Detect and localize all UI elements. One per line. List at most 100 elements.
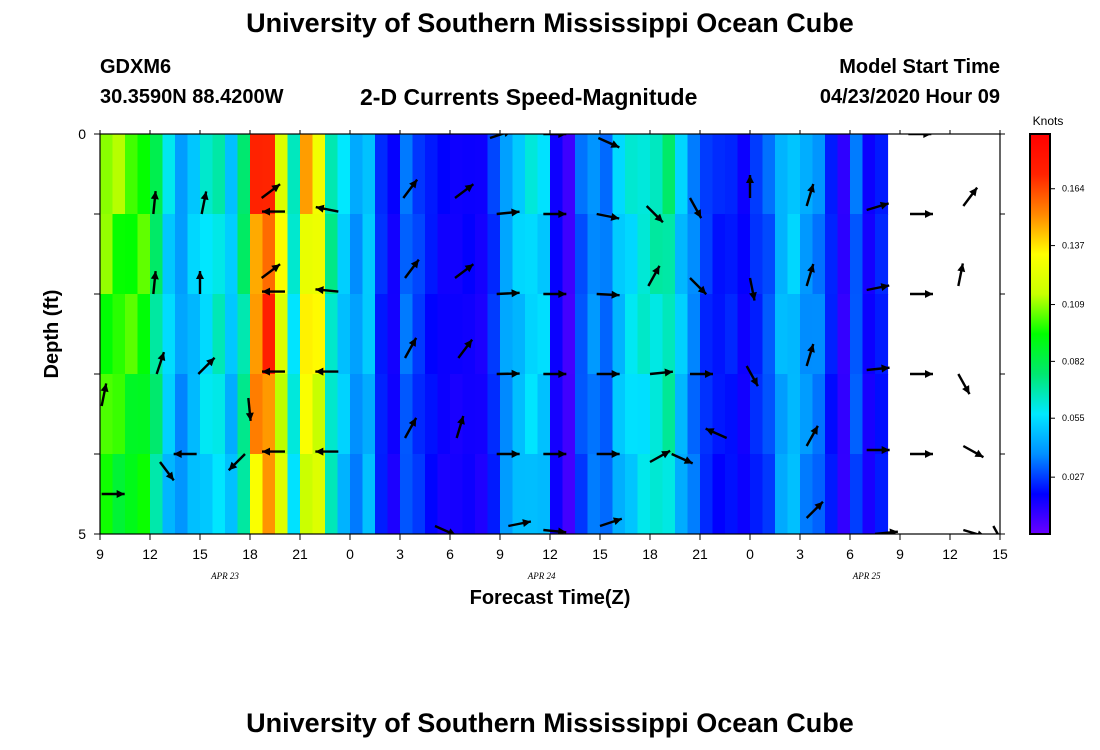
y-axis: 05	[78, 126, 1005, 542]
heatmap-cell	[300, 214, 314, 295]
current-vector	[992, 525, 1000, 534]
current-vector	[910, 290, 933, 298]
heatmap-cell	[375, 134, 389, 215]
heatmap-cell	[237, 374, 251, 455]
heatmap-cell	[487, 374, 501, 455]
heatmap-cell	[300, 374, 314, 455]
current-vector	[705, 427, 728, 440]
heatmap-cell	[787, 134, 801, 215]
heatmap-cell	[612, 294, 626, 375]
heatmap-cell	[375, 214, 389, 295]
heatmap-cell	[400, 294, 414, 375]
heatmap-cell	[325, 294, 339, 375]
current-vector	[746, 175, 754, 198]
current-vector	[962, 444, 985, 459]
heatmap-cell	[562, 454, 576, 534]
heatmap-cell	[775, 374, 789, 455]
heatmap-cell	[162, 214, 176, 295]
heatmap-cell	[487, 214, 501, 295]
heatmap-cell	[575, 294, 589, 375]
heatmap-cell	[187, 134, 201, 215]
heatmap-cell	[725, 134, 739, 215]
heatmap-cell	[275, 374, 289, 455]
current-vector	[315, 286, 339, 295]
vector-head	[173, 450, 182, 458]
heatmap-cell	[512, 294, 526, 375]
current-vector	[805, 263, 815, 287]
heatmap-cell	[225, 214, 239, 295]
heatmap-cell	[787, 214, 801, 295]
vector-head	[511, 369, 520, 378]
heatmap-cell	[825, 134, 839, 215]
current-vector	[454, 183, 475, 199]
heatmap-cell	[287, 294, 301, 375]
colorbar-label: Knots	[1033, 114, 1064, 128]
heatmap-cell	[200, 294, 214, 375]
heatmap-cell	[662, 454, 676, 534]
heatmap-cell	[850, 214, 864, 295]
heatmap-cell	[825, 454, 839, 534]
current-vector	[805, 183, 815, 207]
x-tick-label: 21	[692, 546, 708, 562]
heatmap-cell	[612, 374, 626, 455]
heatmap-cell	[587, 134, 601, 215]
heatmap-cell	[837, 454, 851, 534]
chart-subtitle: 2-D Currents Speed-Magnitude	[360, 84, 698, 110]
heatmap-cell	[100, 134, 114, 215]
heatmap-cell	[650, 374, 664, 455]
heatmap-cell	[875, 374, 889, 455]
current-vector	[196, 271, 204, 294]
vector-head	[558, 370, 567, 378]
current-vector	[671, 452, 694, 465]
heatmap-cell	[175, 294, 189, 375]
vector-head	[957, 263, 966, 273]
heatmap-cell	[712, 294, 726, 375]
x-tick-label: 0	[746, 546, 754, 562]
heatmap-cell	[512, 454, 526, 534]
current-vector	[245, 397, 254, 422]
heatmap-cell	[600, 294, 614, 375]
heatmap-cell	[700, 454, 714, 534]
heatmap-cell	[512, 374, 526, 455]
vector-head	[697, 285, 707, 295]
heatmap-cell	[500, 374, 514, 455]
vector-head	[511, 208, 520, 217]
vector-head	[810, 425, 818, 435]
heatmap-cell	[300, 454, 314, 534]
vector-head	[464, 184, 474, 193]
heatmap-cell	[575, 454, 589, 534]
heatmap-cell	[750, 454, 764, 534]
heatmap-cell	[437, 294, 451, 375]
heatmap-cell	[587, 454, 601, 534]
heatmap-cell	[525, 134, 539, 215]
heatmap-cell	[850, 454, 864, 534]
heatmap-cell	[600, 214, 614, 295]
x-tick-label: 6	[846, 546, 854, 562]
heatmap-cell	[150, 294, 164, 375]
heatmap-cell	[412, 214, 426, 295]
heatmap-cell	[262, 134, 276, 215]
heatmap-cell	[462, 134, 476, 215]
colorbar-tick-label: 0.055	[1062, 413, 1085, 423]
date-label: APR 23	[210, 571, 239, 581]
heatmap-cell	[337, 294, 351, 375]
heatmap-cell	[725, 294, 739, 375]
vector-head	[610, 213, 620, 221]
heatmap-cell	[762, 134, 776, 215]
current-vector	[173, 450, 197, 458]
current-vector	[647, 265, 661, 287]
vector-head	[807, 183, 815, 193]
heatmap-cell	[275, 134, 289, 215]
vector-head	[315, 447, 324, 456]
vector-head	[262, 447, 270, 456]
current-vector	[315, 367, 339, 376]
vector-head	[262, 367, 270, 376]
current-vector	[262, 447, 285, 456]
heatmap-cell	[362, 134, 376, 215]
heatmap-cell	[650, 214, 664, 295]
heatmap-cell	[625, 214, 639, 295]
vector-head	[925, 370, 933, 378]
current-vector	[866, 364, 890, 373]
heatmap-cell	[562, 294, 576, 375]
